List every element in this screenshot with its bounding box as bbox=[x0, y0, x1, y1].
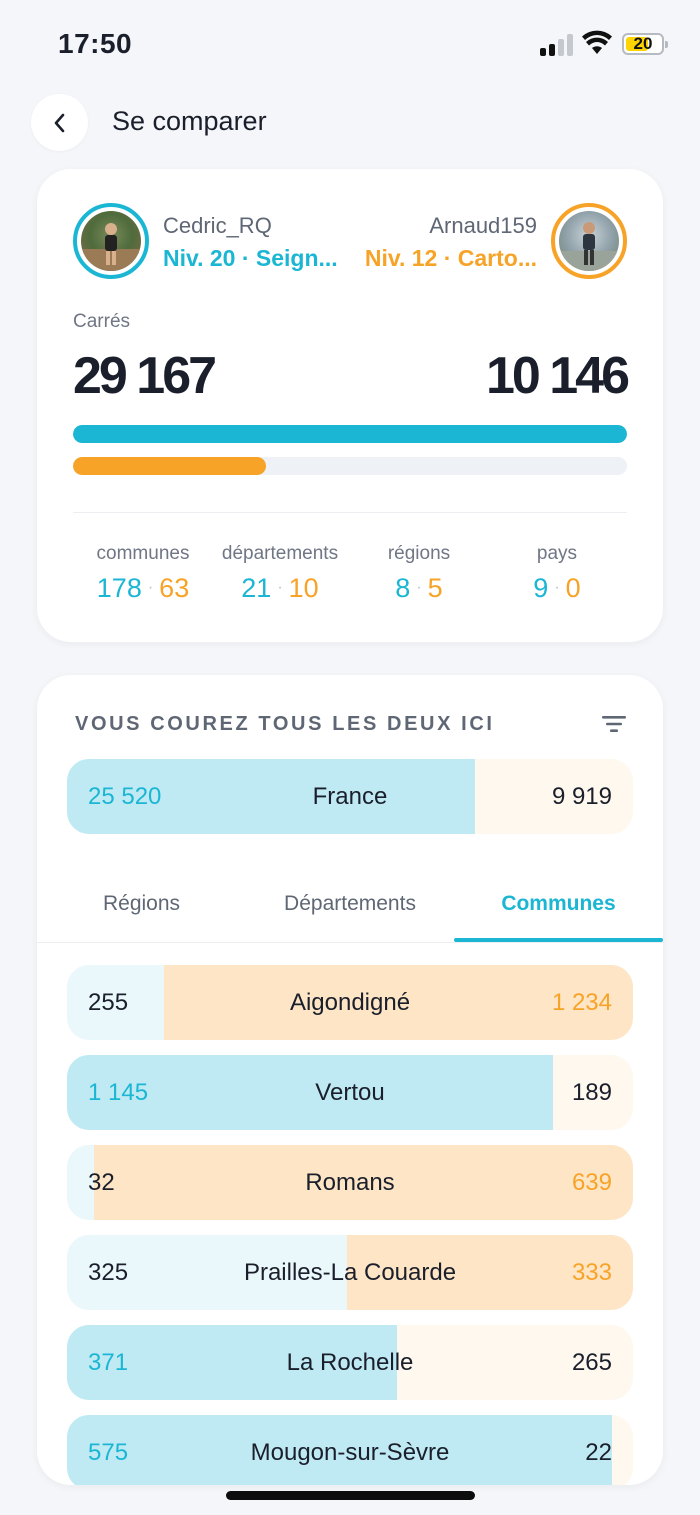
left-count: 325 bbox=[88, 1259, 129, 1286]
left-share-segment bbox=[67, 759, 475, 834]
stat-departements: départements 21 · 10 bbox=[210, 543, 350, 604]
commune-row[interactable]: La Rochelle 371 265 bbox=[67, 1325, 633, 1400]
right-share-segment bbox=[347, 1235, 633, 1310]
left-count: 32 bbox=[88, 1169, 115, 1196]
stat-pays: pays 9 · 0 bbox=[487, 543, 627, 604]
stat-label: régions bbox=[387, 543, 451, 564]
left-count: 25 520 bbox=[88, 783, 162, 810]
wifi-icon bbox=[582, 30, 612, 54]
left-share-segment bbox=[67, 1415, 612, 1485]
status-bar: 17:50 20 bbox=[0, 0, 700, 90]
section-title: VOUS COUREZ TOUS LES DEUX ICI bbox=[75, 713, 495, 735]
left-count: 1 145 bbox=[88, 1079, 149, 1106]
right-count: 639 bbox=[571, 1169, 612, 1196]
commune-name: Prailles-La Couarde bbox=[243, 1259, 457, 1286]
commune-row[interactable]: Prailles-La Couarde 325 333 bbox=[67, 1235, 633, 1310]
left-share-segment bbox=[67, 1145, 94, 1220]
active-tab-indicator bbox=[454, 938, 663, 942]
left-share-segment bbox=[67, 1055, 553, 1130]
tab-communes[interactable]: Communes bbox=[501, 892, 616, 915]
commune-row[interactable]: Vertou 1 145 189 bbox=[67, 1055, 633, 1130]
right-count: 22 bbox=[585, 1439, 612, 1466]
stat-label: communes bbox=[96, 543, 190, 564]
stat-left-value: 9 bbox=[533, 573, 549, 603]
right-share-segment bbox=[553, 1055, 633, 1130]
home-indicator[interactable] bbox=[226, 1491, 475, 1500]
filter-icon[interactable] bbox=[601, 713, 627, 735]
stat-label: départements bbox=[221, 543, 339, 564]
right-count: 265 bbox=[571, 1349, 612, 1376]
stat-communes: communes 178 · 63 bbox=[73, 543, 213, 604]
commune-name: Mougon-sur-Sèvre bbox=[250, 1439, 450, 1466]
left-user-level: Niv. 20 · Seign... bbox=[163, 245, 338, 271]
tab-bar: Régions Départements Communes bbox=[37, 865, 663, 943]
right-share-segment bbox=[397, 1325, 633, 1400]
right-user-name: Arnaud159 bbox=[429, 213, 537, 238]
right-progress-bar bbox=[73, 457, 627, 475]
chevron-left-icon bbox=[54, 113, 64, 132]
right-count: 9 919 bbox=[551, 783, 612, 810]
right-count: 1 234 bbox=[551, 989, 612, 1016]
commune-row[interactable]: Mougon-sur-Sèvre 575 22 bbox=[67, 1415, 633, 1485]
battery-level: 20 bbox=[633, 34, 653, 53]
avatar-right-user[interactable] bbox=[551, 203, 627, 279]
left-count: 371 bbox=[88, 1349, 129, 1376]
commune-row[interactable]: Aigondigné 255 1 234 bbox=[67, 965, 633, 1040]
stat-right-value: 5 bbox=[427, 573, 443, 603]
commune-row[interactable]: Romans 32 639 bbox=[67, 1145, 633, 1220]
right-share-segment bbox=[94, 1145, 633, 1220]
country-name: France bbox=[312, 783, 388, 810]
stat-left-value: 178 bbox=[96, 573, 142, 603]
back-button[interactable] bbox=[31, 94, 88, 151]
page-title: Se comparer bbox=[112, 106, 267, 136]
battery-icon: 20 bbox=[622, 33, 668, 55]
right-share-segment bbox=[612, 1415, 633, 1485]
left-user-name: Cedric_RQ bbox=[163, 213, 272, 238]
right-share-segment bbox=[164, 965, 633, 1040]
commune-name: Aigondigné bbox=[289, 989, 411, 1016]
country-row[interactable]: France 25 520 9 919 bbox=[67, 759, 633, 834]
commune-name: La Rochelle bbox=[286, 1349, 414, 1376]
tab-departements[interactable]: Départements bbox=[284, 892, 416, 915]
left-squares-count: 29 167 bbox=[73, 347, 217, 405]
stat-regions: régions 8 · 5 bbox=[349, 543, 489, 604]
left-share-segment bbox=[67, 965, 164, 1040]
left-share-segment bbox=[67, 1325, 397, 1400]
divider bbox=[73, 512, 627, 513]
right-user-level: Niv. 12 · Carto... bbox=[364, 245, 537, 271]
comparison-card: Cedric_RQ Niv. 20 · Seign... Arnaud159 N… bbox=[37, 169, 663, 642]
commune-name: Vertou bbox=[315, 1079, 385, 1106]
right-count: 333 bbox=[571, 1259, 612, 1286]
left-progress-fill bbox=[73, 425, 627, 443]
left-count: 575 bbox=[88, 1439, 129, 1466]
stat-right-value: 10 bbox=[288, 573, 319, 603]
left-progress-bar bbox=[73, 425, 627, 443]
right-count: 189 bbox=[571, 1079, 612, 1106]
cellular-signal-icon bbox=[540, 34, 574, 56]
shared-areas-card: VOUS COUREZ TOUS LES DEUX ICI France 25 … bbox=[37, 675, 663, 1485]
right-progress-fill bbox=[73, 457, 266, 475]
left-share-segment bbox=[67, 1235, 347, 1310]
clock: 17:50 bbox=[58, 28, 133, 59]
avatar-left-user[interactable] bbox=[73, 203, 149, 279]
tab-regions[interactable]: Régions bbox=[102, 892, 181, 915]
stat-left-value: 8 bbox=[395, 573, 411, 603]
commune-name: Romans bbox=[305, 1169, 395, 1196]
stat-right-value: 0 bbox=[565, 573, 581, 603]
left-count: 255 bbox=[88, 989, 129, 1016]
squares-label: Carrés bbox=[73, 311, 131, 332]
stat-right-value: 63 bbox=[159, 573, 190, 603]
right-squares-count: 10 146 bbox=[485, 347, 630, 405]
stat-label: pays bbox=[536, 543, 578, 564]
right-share-segment bbox=[475, 759, 633, 834]
stat-left-value: 21 bbox=[241, 573, 272, 603]
